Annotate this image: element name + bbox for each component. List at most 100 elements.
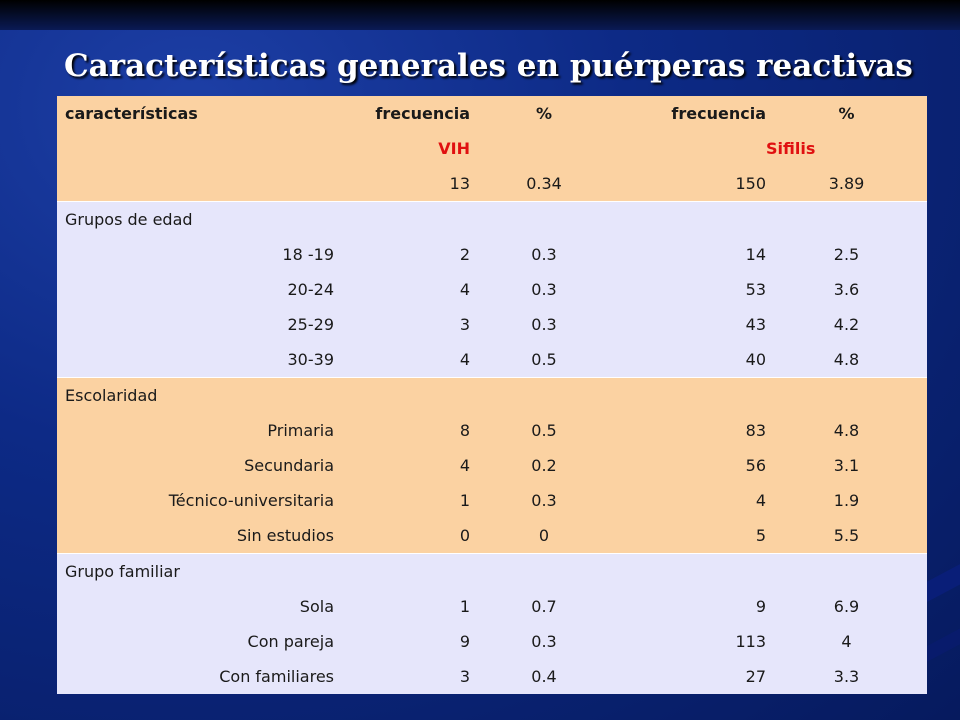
percent-sifilis-cell: 4 (766, 624, 927, 659)
total-percent-sifilis: 3.89 (766, 166, 927, 202)
row-label: Con familiares (57, 659, 334, 694)
frecuencia-vih-cell: 8 (334, 413, 470, 448)
percent-vih-cell: 0 (470, 518, 618, 554)
table-row: Sola 1 0.7 9 6.9 (57, 589, 927, 624)
percent-sifilis-cell: 6.9 (766, 589, 927, 624)
empty-cell (334, 377, 470, 413)
section-header-row: Grupos de edad (57, 201, 927, 237)
percent-vih-cell: 0.3 (470, 483, 618, 518)
percent-vih-cell: 0.2 (470, 448, 618, 483)
frecuencia-vih-cell: 4 (334, 448, 470, 483)
frecuencia-vih-cell: 9 (334, 624, 470, 659)
slide-title: Características generales en puérperas r… (64, 48, 913, 84)
percent-sifilis-cell: 1.9 (766, 483, 927, 518)
group-vih-label: VIH (334, 131, 470, 166)
frecuencia-sifilis-cell: 56 (618, 448, 766, 483)
group-header-row: VIH Sifilis (57, 131, 927, 166)
header-percent-sifilis: % (766, 96, 927, 131)
section-label: Escolaridad (57, 377, 334, 413)
empty-cell (470, 131, 618, 166)
percent-vih-cell: 0.3 (470, 624, 618, 659)
frecuencia-sifilis-cell: 113 (618, 624, 766, 659)
table-row: Primaria 8 0.5 83 4.8 (57, 413, 927, 448)
header-row: características frecuencia % frecuencia … (57, 96, 927, 131)
percent-sifilis-cell: 3.1 (766, 448, 927, 483)
table-row: Técnico-universitaria 1 0.3 4 1.9 (57, 483, 927, 518)
empty-cell (334, 553, 470, 589)
empty-cell (57, 131, 334, 166)
frecuencia-vih-cell: 3 (334, 659, 470, 694)
percent-sifilis-cell: 4.8 (766, 342, 927, 378)
section-label: Grupos de edad (57, 201, 334, 237)
percent-sifilis-cell: 2.5 (766, 237, 927, 272)
table-row: 20-24 4 0.3 53 3.6 (57, 272, 927, 307)
frecuencia-sifilis-cell: 43 (618, 307, 766, 342)
row-label: Primaria (57, 413, 334, 448)
row-label: 25-29 (57, 307, 334, 342)
percent-vih-cell: 0.5 (470, 413, 618, 448)
empty-cell (766, 201, 927, 237)
percent-vih-cell: 0.4 (470, 659, 618, 694)
table-row: Con pareja 9 0.3 113 4 (57, 624, 927, 659)
row-label: Sola (57, 589, 334, 624)
percent-vih-cell: 0.3 (470, 272, 618, 307)
table-row: 18 -19 2 0.3 14 2.5 (57, 237, 927, 272)
frecuencia-sifilis-cell: 40 (618, 342, 766, 378)
frecuencia-sifilis-cell: 5 (618, 518, 766, 554)
totals-row: 13 0.34 150 3.89 (57, 166, 927, 202)
frecuencia-vih-cell: 1 (334, 589, 470, 624)
empty-cell (334, 201, 470, 237)
row-label: Sin estudios (57, 518, 334, 554)
frecuencia-vih-cell: 1 (334, 483, 470, 518)
empty-cell (618, 377, 766, 413)
frecuencia-vih-cell: 4 (334, 342, 470, 378)
empty-cell (470, 553, 618, 589)
header-frecuencia-vih: frecuencia (334, 96, 470, 131)
row-label: 30-39 (57, 342, 334, 378)
percent-vih-cell: 0.5 (470, 342, 618, 378)
percent-sifilis-cell: 3.6 (766, 272, 927, 307)
frecuencia-vih-cell: 0 (334, 518, 470, 554)
empty-cell (618, 553, 766, 589)
table-row: Secundaria 4 0.2 56 3.1 (57, 448, 927, 483)
frecuencia-vih-cell: 3 (334, 307, 470, 342)
table-row: Con familiares 3 0.4 27 3.3 (57, 659, 927, 694)
slide-top-band (0, 0, 960, 30)
frecuencia-sifilis-cell: 27 (618, 659, 766, 694)
frecuencia-sifilis-cell: 14 (618, 237, 766, 272)
frecuencia-sifilis-cell: 4 (618, 483, 766, 518)
table-row: 25-29 3 0.3 43 4.2 (57, 307, 927, 342)
empty-cell (618, 201, 766, 237)
percent-vih-cell: 0.3 (470, 307, 618, 342)
section-label: Grupo familiar (57, 553, 334, 589)
row-label: Secundaria (57, 448, 334, 483)
frecuencia-vih-cell: 2 (334, 237, 470, 272)
empty-cell (766, 377, 927, 413)
header-frecuencia-sifilis: frecuencia (618, 96, 766, 131)
percent-vih-cell: 0.3 (470, 237, 618, 272)
frecuencia-vih-cell: 4 (334, 272, 470, 307)
row-label: 20-24 (57, 272, 334, 307)
percent-sifilis-cell: 5.5 (766, 518, 927, 554)
table-row: 30-39 4 0.5 40 4.8 (57, 342, 927, 378)
frecuencia-sifilis-cell: 83 (618, 413, 766, 448)
section-header-row: Escolaridad (57, 377, 927, 413)
frecuencia-sifilis-cell: 9 (618, 589, 766, 624)
table-row: Sin estudios 0 0 5 5.5 (57, 518, 927, 554)
total-frecuencia-sifilis: 150 (618, 166, 766, 202)
characteristics-table: características frecuencia % frecuencia … (57, 96, 927, 694)
header-caracteristicas: características (57, 96, 334, 131)
row-label: 18 -19 (57, 237, 334, 272)
row-label: Técnico-universitaria (57, 483, 334, 518)
section-header-row: Grupo familiar (57, 553, 927, 589)
percent-sifilis-cell: 4.2 (766, 307, 927, 342)
group-sifilis-label: Sifilis (766, 131, 927, 166)
empty-cell (57, 166, 334, 202)
empty-cell (470, 201, 618, 237)
row-label: Con pareja (57, 624, 334, 659)
percent-sifilis-cell: 3.3 (766, 659, 927, 694)
frecuencia-sifilis-cell: 53 (618, 272, 766, 307)
percent-vih-cell: 0.7 (470, 589, 618, 624)
empty-cell (470, 377, 618, 413)
header-percent-vih: % (470, 96, 618, 131)
